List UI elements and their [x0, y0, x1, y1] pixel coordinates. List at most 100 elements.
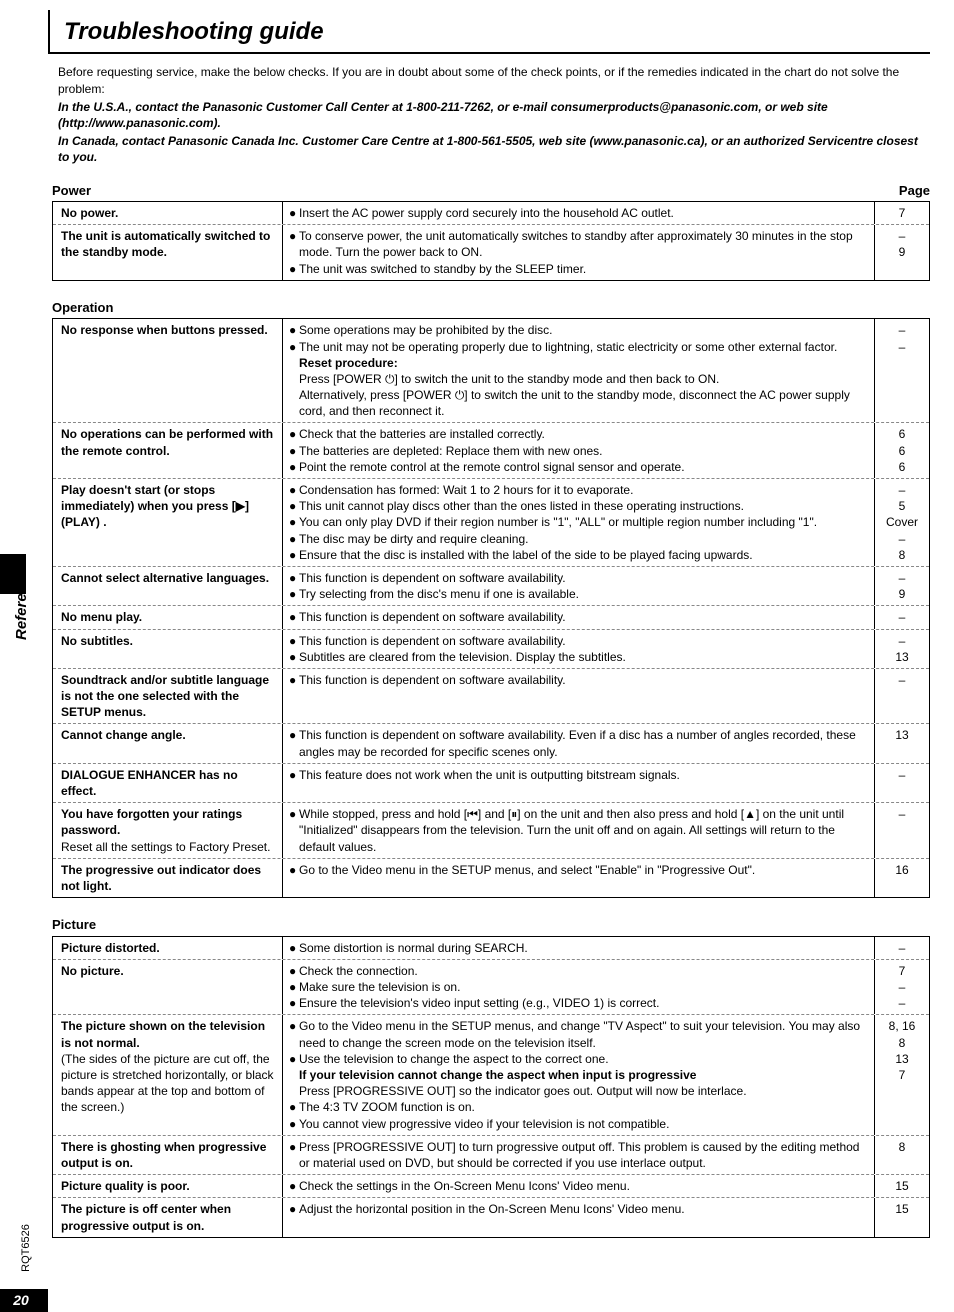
remedy-line: ●The unit may not be operating properly …	[289, 339, 870, 355]
remedy-line: ●Go to the Video menu in the SETUP menus…	[289, 862, 870, 878]
table-row: Cannot select alternative languages.●Thi…	[53, 566, 929, 605]
remedy-text: Adjust the horizontal position in the On…	[299, 1201, 685, 1217]
page-ref-cell: –	[875, 606, 929, 628]
problem-cell: No subtitles.	[53, 630, 283, 668]
table-row: No subtitles. ●This function is dependent…	[53, 629, 929, 668]
page-ref-cell: –13	[875, 630, 929, 668]
table-row: Picture distorted.●Some distortion is no…	[53, 937, 929, 959]
remedy-line: ●Make sure the television is on.	[289, 979, 870, 995]
bullet-icon: ●	[289, 649, 299, 665]
page-ref: 9	[879, 244, 925, 260]
bullet-icon: ●	[289, 426, 299, 442]
page-ref: 7	[879, 205, 925, 221]
page-ref: 9	[879, 586, 925, 602]
page-ref: –	[879, 940, 925, 956]
page-ref: 16	[879, 862, 925, 878]
table-row: DIALOGUE ENHANCER has no effect.●This fe…	[53, 763, 929, 802]
page-ref: 8, 16	[879, 1018, 925, 1034]
problem-cell: No menu play.	[53, 606, 283, 628]
remedy-line: ●Adjust the horizontal position in the O…	[289, 1201, 870, 1217]
bullet-icon: ●	[289, 339, 299, 355]
remedy-text: Subtitles are cleared from the televisio…	[299, 649, 626, 665]
bullet-icon: ●	[289, 862, 299, 878]
remedy-cell: ●Check that the batteries are installed …	[283, 423, 875, 478]
remedy-cell: ●This function is dependent on software …	[283, 567, 875, 605]
remedy-text: Try selecting from the disc's menu if on…	[299, 586, 579, 602]
remedy-line: ●The 4:3 TV ZOOM function is on.	[289, 1099, 870, 1115]
remedy-cell: ●Go to the Video menu in the SETUP menus…	[283, 1015, 875, 1134]
remedy-cell: ●Adjust the horizontal position in the O…	[283, 1198, 875, 1236]
table-row: There is ghosting when progressive outpu…	[53, 1135, 929, 1174]
table-row: Cannot change angle.●This function is de…	[53, 723, 929, 762]
remedy-cell: ●Insert the AC power supply cord securel…	[283, 202, 875, 224]
bullet-icon: ●	[289, 1018, 299, 1050]
problem-cell: Soundtrack and/or subtitle language is n…	[53, 669, 283, 724]
bullet-icon: ●	[289, 570, 299, 586]
bullet-icon: ●	[289, 1139, 299, 1171]
problem-cell: No operations can be performed with the …	[53, 423, 283, 478]
bullet-icon: ●	[289, 767, 299, 783]
remedy-text: Some operations may be prohibited by the…	[299, 322, 552, 338]
page-ref-cell: 15	[875, 1175, 929, 1197]
remedy-cell: ●This function is dependent on software …	[283, 724, 875, 762]
remedy-text: The batteries are depleted: Replace them…	[299, 443, 603, 459]
bullet-icon: ●	[289, 940, 299, 956]
table-row: The progressive out indicator does not l…	[53, 858, 929, 897]
bullet-icon: ●	[289, 228, 299, 260]
remedy-cell: ●Check the settings in the On-Screen Men…	[283, 1175, 875, 1197]
bullet-icon: ●	[289, 1201, 299, 1217]
remedy-text: Ensure that the disc is installed with t…	[299, 547, 753, 563]
remedy-text: Ensure the television's video input sett…	[299, 995, 659, 1011]
remedy-line: ●This function is dependent on software …	[289, 633, 870, 649]
remedy-line: ●Some operations may be prohibited by th…	[289, 322, 870, 338]
bullet-icon: ●	[289, 1051, 299, 1067]
remedy-line: ●You cannot view progressive video if yo…	[289, 1116, 870, 1132]
remedy-line: ●Go to the Video menu in the SETUP menus…	[289, 1018, 870, 1050]
intro-block: Before requesting service, make the belo…	[58, 64, 930, 165]
table-row: The unit is automatically switched to th…	[53, 224, 929, 280]
page-ref: 6	[879, 443, 925, 459]
page-ref: –	[879, 228, 925, 244]
table-row: Play doesn't start (or stops immediately…	[53, 478, 929, 566]
page-ref: 6	[879, 459, 925, 475]
remedy-cell: ●Some operations may be prohibited by th…	[283, 319, 875, 422]
remedy-cell: ●To conserve power, the unit automatical…	[283, 225, 875, 280]
remedy-text: Go to the Video menu in the SETUP menus,…	[299, 1018, 870, 1050]
page-ref-cell: 7––	[875, 960, 929, 1015]
page-ref: –	[879, 570, 925, 586]
page-ref-cell: 15	[875, 1198, 929, 1236]
page-number: 20	[0, 1289, 48, 1312]
page-ref-cell: 16	[875, 859, 929, 897]
table-row: The picture is off center when progressi…	[53, 1197, 929, 1236]
remedy-line: ●While stopped, press and hold [⏮] and […	[289, 806, 870, 855]
remedy-cell: ●This feature does not work when the uni…	[283, 764, 875, 802]
remedy-text: While stopped, press and hold [⏮] and [⏸…	[299, 806, 870, 855]
section-label-vertical: Reference	[12, 567, 32, 640]
table-row: Picture quality is poor.●Check the setti…	[53, 1174, 929, 1197]
remedy-line: ●Subtitles are cleared from the televisi…	[289, 649, 870, 665]
troubleshoot-table: Picture distorted.●Some distortion is no…	[52, 936, 930, 1238]
remedy-line: ●Check that the batteries are installed …	[289, 426, 870, 442]
section-name: Operation	[52, 299, 113, 317]
page-ref: –	[879, 767, 925, 783]
problem-sub: Reset all the settings to Factory Preset…	[61, 839, 276, 855]
bullet-icon: ●	[289, 609, 299, 625]
page-ref: –	[879, 633, 925, 649]
intro-line-2: In the U.S.A., contact the Panasonic Cus…	[58, 99, 930, 131]
bullet-icon: ●	[289, 963, 299, 979]
page-title: Troubleshooting guide	[64, 16, 930, 48]
remedy-text: Check the connection.	[299, 963, 418, 979]
page-ref-cell: –	[875, 669, 929, 724]
section-name: Power	[52, 182, 91, 200]
remedy-line: ●Ensure the television's video input set…	[289, 995, 870, 1011]
remedy-line: ●Check the connection.	[289, 963, 870, 979]
table-row: The picture shown on the television is n…	[53, 1014, 929, 1134]
remedy-line: ●The unit was switched to standby by the…	[289, 261, 870, 277]
problem-cell: Picture quality is poor.	[53, 1175, 283, 1197]
remedy-line: ●The disc may be dirty and require clean…	[289, 531, 870, 547]
remedy-line: ●Point the remote control at the remote …	[289, 459, 870, 475]
remedy-line: ●You can only play DVD if their region n…	[289, 514, 870, 530]
remedy-text: Check that the batteries are installed c…	[299, 426, 545, 442]
section-header: Picture	[52, 916, 930, 934]
remedy-line: ●This function is dependent on software …	[289, 609, 870, 625]
